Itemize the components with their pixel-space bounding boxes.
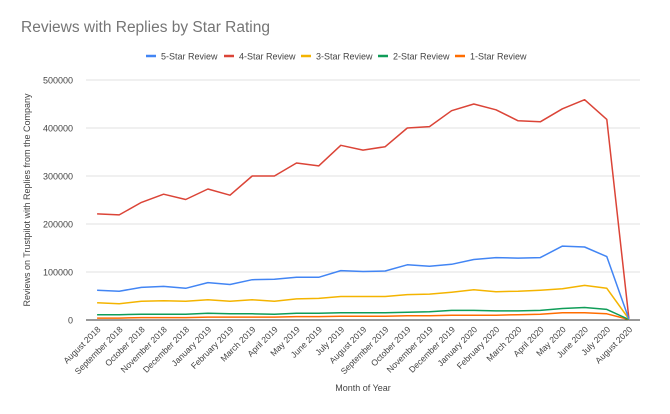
y-tick-label: 500000 [43, 76, 73, 86]
y-tick-label: 200000 [43, 220, 73, 230]
legend-label: 1-Star Review [470, 52, 527, 62]
legend-label: 5-Star Review [161, 52, 218, 62]
y-tick-label: 300000 [43, 172, 73, 182]
y-tick-label: 0 [68, 316, 73, 326]
y-tick-label: 400000 [43, 124, 73, 134]
series-line [97, 284, 630, 320]
series-line [97, 306, 630, 321]
y-axis-label: Reviews on Trustpilot with Replies from … [22, 93, 32, 307]
legend-label: 2-Star Review [393, 52, 450, 62]
series-line [97, 245, 630, 320]
y-tick-label: 100000 [43, 268, 73, 278]
legend-label: 4-Star Review [239, 52, 296, 62]
series-line [97, 312, 630, 321]
series-line [97, 98, 630, 319]
chart-title: Reviews with Replies by Star Rating [21, 19, 270, 36]
x-axis-label: Month of Year [335, 383, 391, 393]
legend-label: 3-Star Review [316, 52, 373, 62]
